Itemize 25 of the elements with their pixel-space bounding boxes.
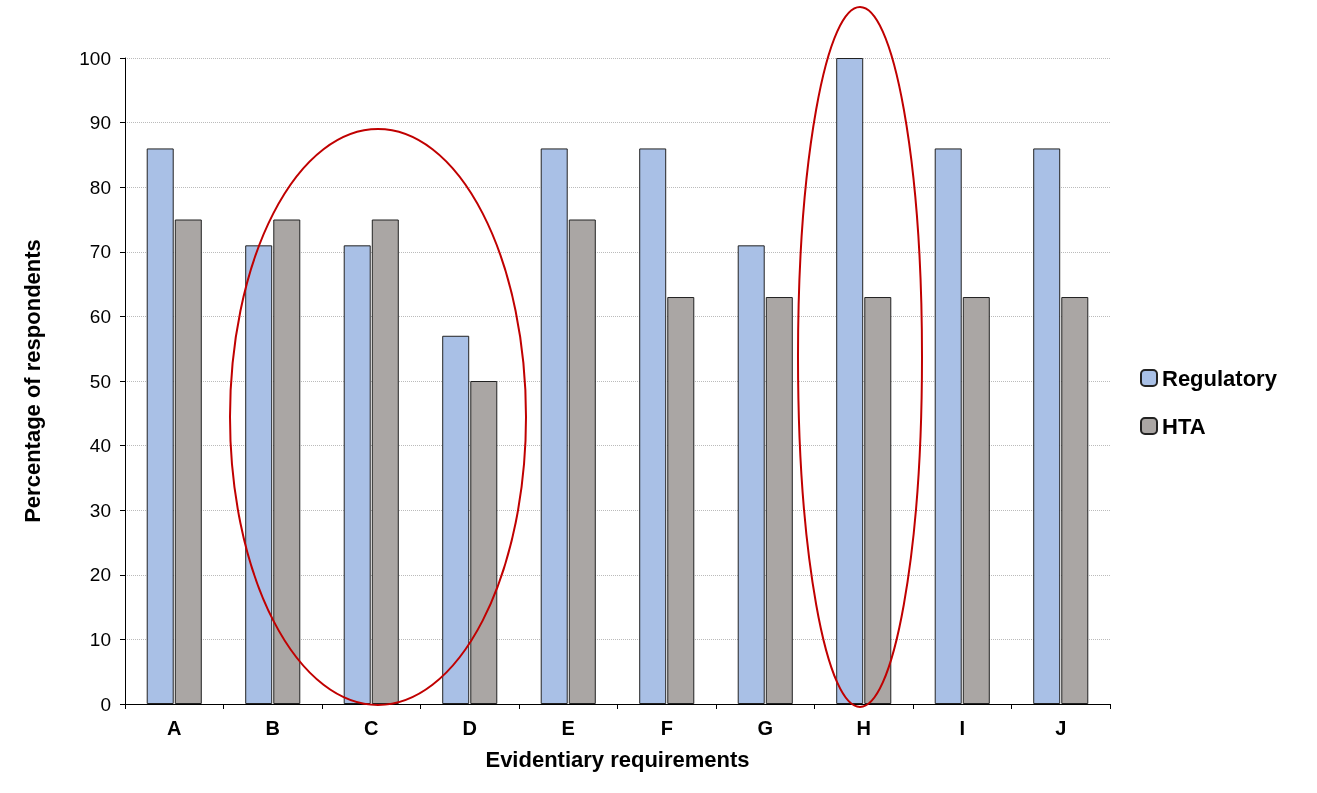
y-tick-label: 60	[89, 305, 111, 327]
y-tick-label: 100	[79, 47, 111, 69]
y-tick-label: 0	[100, 693, 111, 715]
x-tick-label: G	[757, 717, 774, 739]
x-tick-label: E	[561, 717, 575, 739]
y-tick-label: 30	[89, 499, 111, 521]
x-tick-label: C	[364, 717, 379, 739]
x-tick-label: B	[265, 717, 280, 739]
y-axis-title: Percentage of respondents	[19, 239, 45, 523]
y-tick-label: 40	[89, 435, 111, 457]
y-tick-label: 90	[89, 112, 111, 134]
x-tick-label: A	[167, 717, 182, 739]
x-tick-label: I	[959, 717, 966, 739]
x-tick-label: J	[1055, 717, 1067, 739]
legend-label: Regulatory	[1162, 365, 1278, 391]
x-axis-title: Evidentiary requirements	[485, 746, 750, 772]
y-tick-label: 80	[89, 176, 111, 198]
legend-label: HTA	[1162, 413, 1206, 439]
x-tick-label: H	[856, 717, 871, 739]
y-tick-label: 10	[89, 628, 111, 650]
y-tick-label: 50	[89, 370, 111, 392]
y-tick-label: 20	[89, 564, 111, 586]
x-tick-label: F	[660, 717, 673, 739]
y-tick-label: 70	[89, 241, 111, 263]
x-tick-label: D	[462, 717, 477, 739]
